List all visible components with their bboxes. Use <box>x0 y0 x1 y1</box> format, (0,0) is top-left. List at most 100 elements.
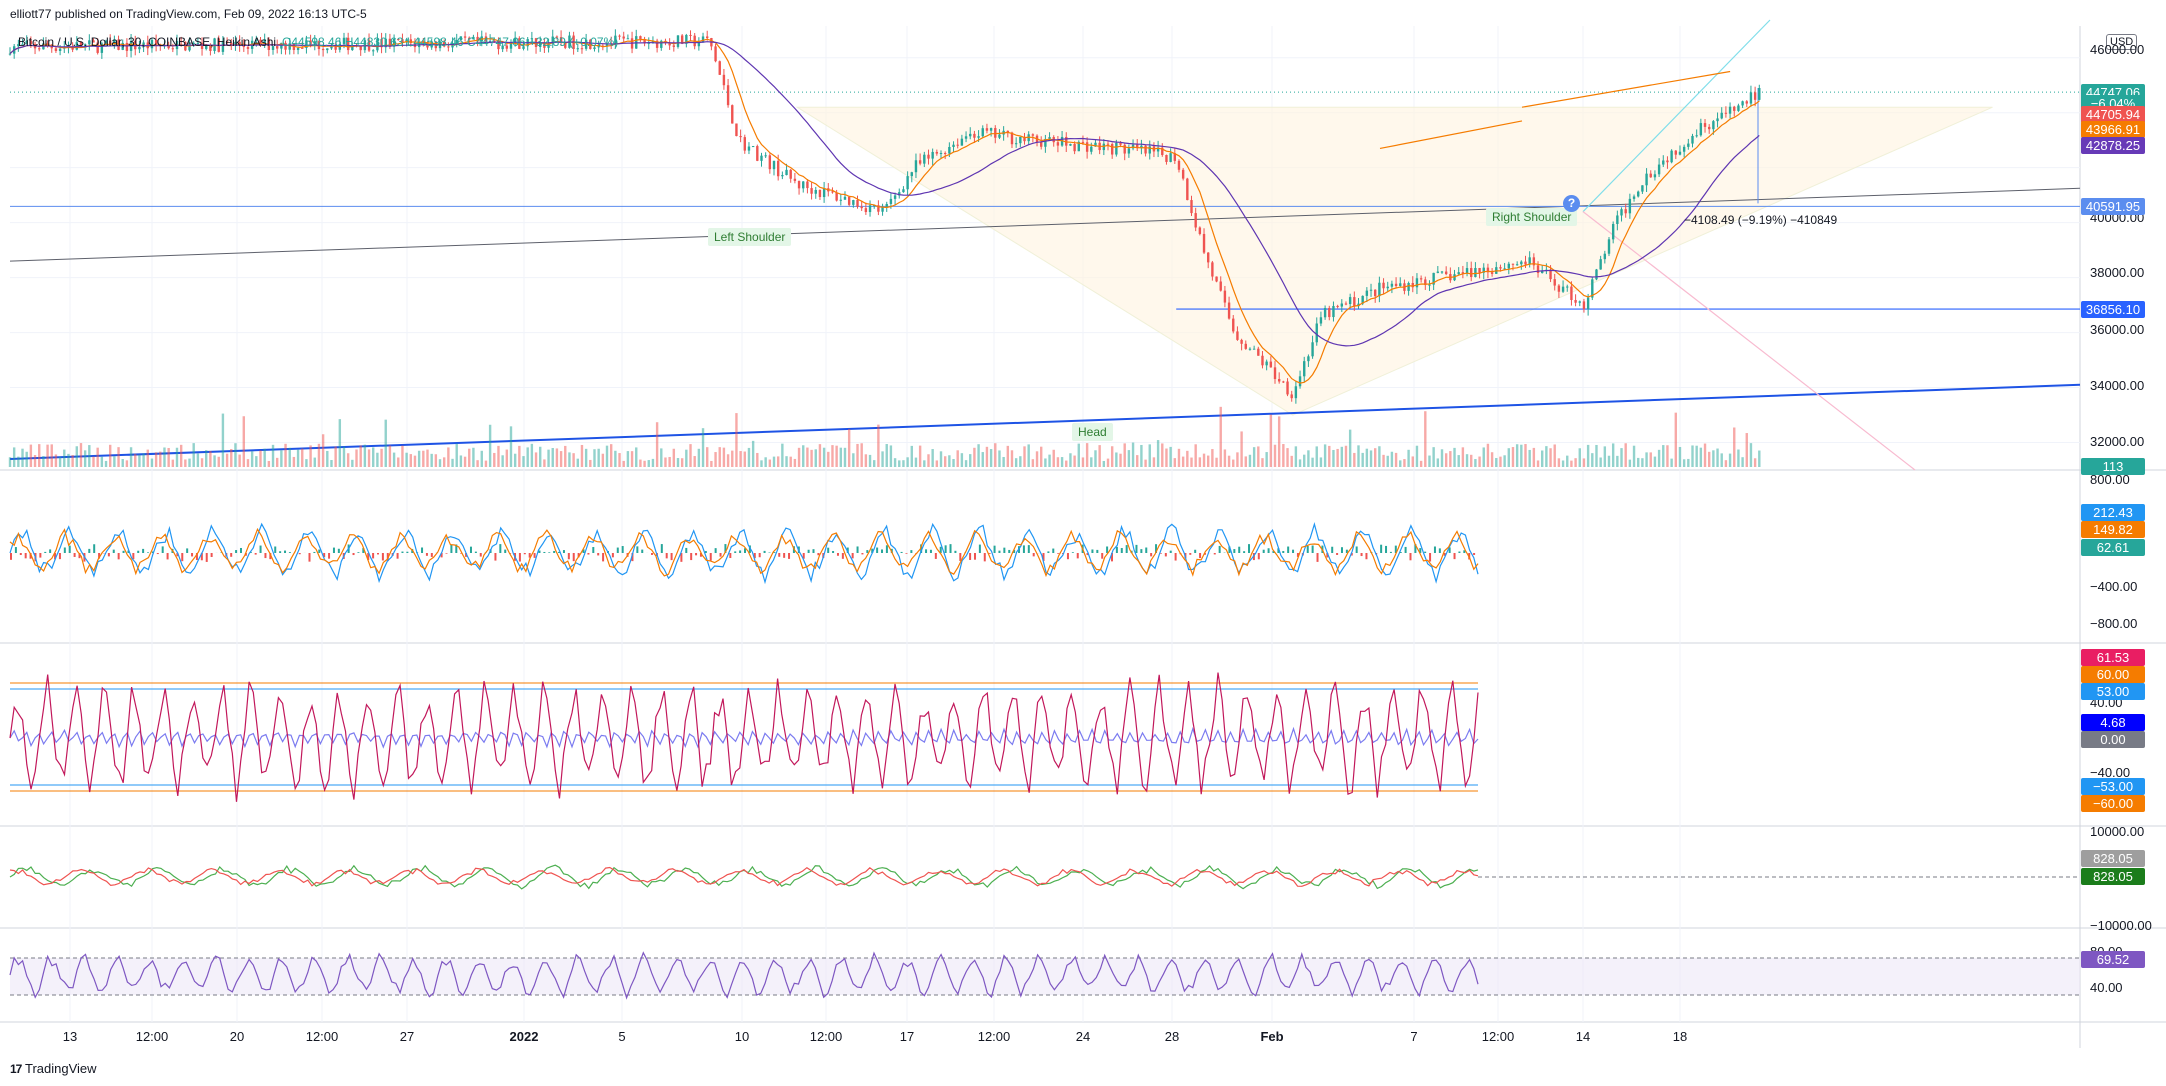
candle-body <box>476 36 479 42</box>
volume-bar <box>1549 448 1552 467</box>
macd-histogram-bar <box>758 553 761 558</box>
candle-body <box>559 37 563 43</box>
macd-histogram-bar <box>1385 545 1388 553</box>
price-badge: 113 <box>2081 458 2145 475</box>
volume-bar <box>1532 447 1536 467</box>
volume-bar <box>50 444 53 467</box>
flow-line-red <box>9 866 1479 887</box>
macd-histogram-bar <box>602 553 605 562</box>
macd-histogram-bar <box>1120 548 1123 553</box>
macd-histogram-bar <box>788 553 791 559</box>
macd-histogram-bar <box>1228 546 1231 553</box>
flow-badge: 828.05 <box>2081 850 2145 867</box>
candle-body <box>626 38 630 40</box>
volume-bar <box>225 453 229 467</box>
volume-bar <box>1507 448 1510 467</box>
candle-body <box>1140 145 1143 149</box>
macd-histogram-bar <box>1365 553 1368 560</box>
candle-body <box>927 154 930 159</box>
volume-bar <box>321 434 325 467</box>
macd-histogram-bar <box>1277 548 1280 553</box>
macd-histogram-bar <box>279 551 282 553</box>
volume-bar <box>1244 456 1247 467</box>
macd-histogram-bar <box>249 551 252 553</box>
tradingview-logo-icon[interactable]: 17 TradingView <box>10 1061 97 1076</box>
volume-bar <box>1574 458 1577 467</box>
macd-histogram-bar <box>504 549 507 553</box>
volume-bar <box>1357 445 1360 467</box>
macd-histogram-bar <box>10 553 12 560</box>
macd-histogram-bar <box>401 551 404 553</box>
candle-body <box>150 39 154 49</box>
macd-histogram-bar <box>969 553 972 560</box>
question-icon[interactable]: ? <box>1563 195 1580 212</box>
volume-bar <box>1190 457 1193 467</box>
volume-bar <box>568 452 571 467</box>
volume-bar <box>1265 452 1268 467</box>
volume-bar <box>1607 455 1611 467</box>
volume-bar <box>434 454 438 467</box>
volume-bar <box>1173 458 1177 467</box>
volume-bar <box>250 451 254 467</box>
volume-bar <box>580 444 584 467</box>
candle-body <box>50 46 53 49</box>
volume-bar <box>893 458 897 467</box>
candle-body <box>1624 209 1627 214</box>
volume-bar <box>776 456 780 467</box>
macd-histogram-bar <box>328 553 331 559</box>
volume-bar <box>146 449 149 467</box>
candle-body <box>1136 144 1139 149</box>
volume-bar <box>751 440 755 467</box>
candle-body <box>1069 144 1072 146</box>
candle-body <box>301 47 304 49</box>
candle-body <box>200 42 204 49</box>
volume-bar <box>1110 446 1114 467</box>
candle-body <box>221 41 225 52</box>
macd-histogram-bar <box>1164 553 1167 557</box>
macd-histogram-bar <box>1199 553 1202 559</box>
volume-bar <box>1035 451 1039 467</box>
volume-bar <box>743 451 746 467</box>
volume-bar <box>121 459 124 467</box>
candle-body <box>785 169 788 176</box>
volume-bar <box>655 422 659 467</box>
candle-body <box>121 42 124 50</box>
macd-histogram-bar <box>1238 546 1241 553</box>
volume-bar <box>806 447 809 467</box>
candle-body <box>376 38 379 51</box>
currency-label[interactable]: USD <box>2106 34 2138 50</box>
candle-body <box>422 41 425 43</box>
candle-body <box>847 196 851 205</box>
candle-body <box>597 45 600 48</box>
volume-bar <box>1252 447 1256 467</box>
candle-body <box>351 45 354 51</box>
macd-histogram-bar <box>186 548 189 553</box>
macd-histogram-bar <box>592 547 595 553</box>
volume-bar <box>1678 446 1682 467</box>
volume-bar <box>488 424 492 467</box>
candle-body <box>1574 300 1577 303</box>
macd-histogram-bar <box>1042 553 1045 562</box>
volume-bar <box>822 447 826 467</box>
volume-bar <box>605 445 609 467</box>
volume-bar <box>1286 448 1289 467</box>
candle-body <box>242 45 245 48</box>
volume-bar <box>622 460 625 467</box>
volume-bar <box>376 452 379 467</box>
candle-body <box>372 50 375 52</box>
candle-body <box>384 38 387 48</box>
osc-line-blue <box>9 726 1479 749</box>
candle-body <box>1691 135 1694 144</box>
candle-body <box>1181 169 1185 179</box>
candle-body <box>672 45 676 47</box>
candle-body <box>956 144 959 146</box>
candle-body <box>1269 361 1273 368</box>
volume-bar <box>1023 446 1026 467</box>
candle-body <box>660 40 663 48</box>
candle-body <box>459 36 463 40</box>
volume-bar <box>943 456 947 467</box>
volume-bar <box>1716 448 1719 467</box>
macd-histogram-bar <box>1091 549 1094 553</box>
candle-body <box>1123 144 1126 154</box>
